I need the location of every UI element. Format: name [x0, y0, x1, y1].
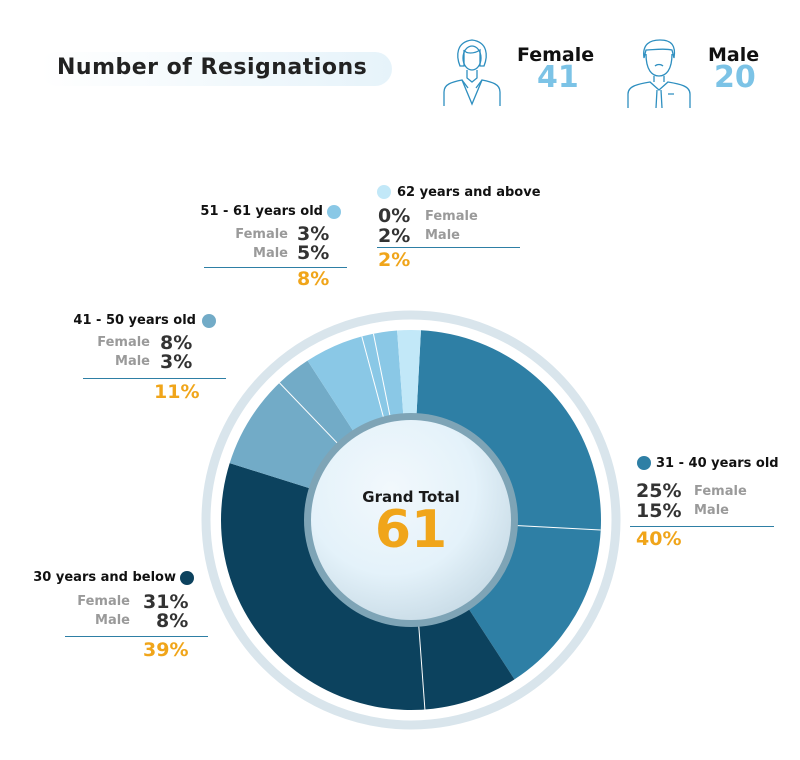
male-pct-41-50: 3%	[160, 351, 193, 373]
divider-30-below	[65, 636, 208, 637]
legend-dot-62-above	[377, 185, 391, 199]
male-count: 20	[714, 60, 756, 95]
total-pct-41-50: 11%	[154, 381, 200, 403]
male-pct-30-below: 8%	[156, 610, 189, 632]
donut-slice-3	[307, 330, 404, 437]
divider-62-above	[377, 247, 520, 248]
male-person-icon	[627, 39, 691, 108]
group-title-30-below: 30 years and below	[33, 570, 176, 585]
center-disc	[311, 420, 511, 620]
donut-split-line-0-0	[510, 524, 601, 531]
donut-split-line-3-1	[372, 333, 392, 423]
group-title-51-61: 51 - 61 years old	[200, 204, 323, 219]
donut-split-line-1-0	[417, 619, 426, 710]
outer-ring	[201, 310, 621, 730]
female-pct-62-above: 0%	[378, 205, 411, 227]
grand-total-label: Grand Total	[362, 488, 460, 506]
legend-dot-30-below	[180, 571, 194, 585]
total-pct-51-61: 8%	[297, 268, 330, 290]
total-pct-30-below: 39%	[143, 639, 189, 661]
grand-total-value: 61	[374, 500, 448, 560]
total-pct-31-40: 40%	[636, 528, 682, 550]
title-pill	[40, 52, 392, 86]
male-label: Male	[708, 44, 760, 66]
female-pct-31-40: 25%	[636, 480, 682, 502]
male-label-31-40: Male	[694, 503, 729, 518]
male-label-30-below: Male	[95, 613, 130, 628]
donut-slice-0	[416, 330, 602, 680]
male-pct-31-40: 15%	[636, 500, 682, 522]
female-label-51-61: Female	[235, 227, 288, 242]
female-count: 41	[537, 60, 579, 95]
legend-dot-31-40	[637, 456, 651, 470]
divider-51-61	[204, 267, 347, 268]
legend-dot-41-50	[202, 314, 216, 328]
legend-dot-51-61	[327, 205, 341, 219]
group-title-41-50: 41 - 50 years old	[73, 313, 196, 328]
donut-slice-4	[397, 330, 421, 421]
male-pct-62-above: 2%	[378, 225, 411, 247]
female-pct-41-50: 8%	[160, 332, 193, 354]
total-pct-62-above: 2%	[378, 249, 411, 271]
female-pct-30-below: 31%	[143, 591, 189, 613]
donut-split-line-3-0	[361, 336, 386, 424]
female-pct-51-61: 3%	[297, 223, 330, 245]
group-title-62-above: 62 years and above	[397, 185, 541, 200]
male-pct-51-61: 5%	[297, 242, 330, 264]
male-label-41-50: Male	[115, 354, 150, 369]
female-label-41-50: Female	[97, 335, 150, 350]
male-label-51-61: Male	[253, 246, 288, 261]
female-label-31-40: Female	[694, 484, 747, 499]
donut-slice-1	[220, 463, 515, 711]
female-label-62-above: Female	[425, 209, 478, 224]
female-label-30-below: Female	[77, 594, 130, 609]
donut-split-line-2-0	[279, 382, 343, 449]
male-label-62-above: Male	[425, 228, 460, 243]
divider-31-40	[630, 526, 774, 527]
group-title-31-40: 31 - 40 years old	[656, 456, 779, 471]
page-title: Number of Resignations	[57, 55, 368, 80]
divider-41-50	[83, 378, 226, 379]
female-label: Female	[517, 44, 595, 66]
female-person-icon	[443, 39, 501, 106]
